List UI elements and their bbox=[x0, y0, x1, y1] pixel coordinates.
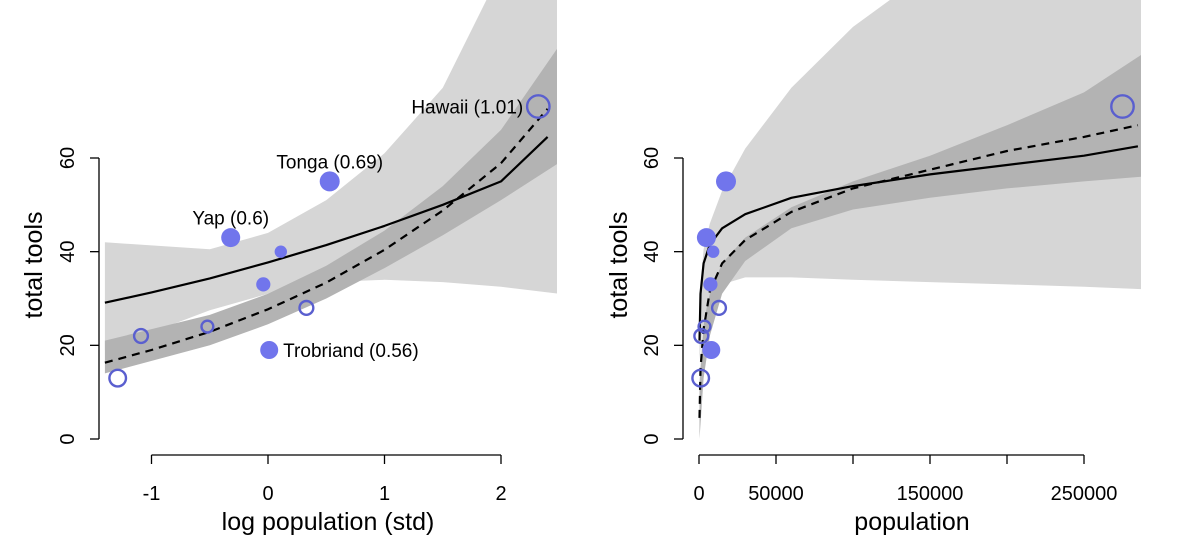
point-label: Tonga (0.69) bbox=[276, 152, 383, 173]
x-tick-label: 250000 bbox=[1051, 483, 1118, 505]
left-panel-log-population: Hawaii (1.01) Tonga (0.69) Yap (0.6) Trobri… bbox=[20, 0, 557, 536]
plot-area-1 bbox=[698, 0, 1141, 439]
trend-line-dashed-0 bbox=[104, 108, 549, 364]
data-point-0-2 bbox=[200, 319, 215, 334]
trend-line-solid-1 bbox=[698, 145, 1139, 341]
data-point-0-8 bbox=[319, 171, 340, 192]
x-tick-label: 0 bbox=[693, 483, 704, 505]
x-tick-label: 1 bbox=[379, 483, 390, 505]
y-tick-label: 20 bbox=[641, 334, 663, 356]
y-tick-label: 40 bbox=[57, 241, 79, 263]
data-point-0-6 bbox=[274, 245, 287, 258]
data-point-0-0 bbox=[108, 368, 128, 388]
trend-line-dashed-1 bbox=[698, 124, 1139, 418]
data-point-1-9 bbox=[1110, 94, 1135, 119]
x-tick-label: 0 bbox=[262, 483, 273, 505]
right-panel-population: 0 50000 150000 250000 0 20 40 60 population total… bbox=[605, 0, 1141, 536]
y-axis-title: total tools bbox=[20, 211, 48, 318]
data-point-0-4 bbox=[256, 277, 271, 292]
data-point-1-5 bbox=[702, 341, 721, 359]
data-point-0-3 bbox=[221, 228, 241, 248]
data-point-1-8 bbox=[716, 171, 736, 192]
x-tick-label: 2 bbox=[495, 483, 506, 505]
plot-area-0 bbox=[104, 0, 557, 374]
y-tick-label: 60 bbox=[57, 147, 79, 169]
point-label: Trobriand (0.56) bbox=[283, 341, 419, 362]
x-tick-label: -1 bbox=[143, 483, 161, 505]
point-label: Yap (0.6) bbox=[192, 209, 269, 230]
y-tick-label: 40 bbox=[641, 241, 663, 263]
band-dark-0 bbox=[104, 48, 557, 374]
data-point-1-2 bbox=[697, 319, 712, 334]
data-point-1-1 bbox=[693, 327, 710, 345]
point-label: Hawaii (1.01) bbox=[411, 97, 523, 118]
data-point-0-5 bbox=[260, 341, 279, 359]
trend-line-solid-0 bbox=[104, 136, 549, 304]
data-point-0-1 bbox=[132, 327, 150, 345]
data-point-1-0 bbox=[691, 368, 711, 388]
band-light-0 bbox=[104, 0, 557, 350]
data-point-0-9 bbox=[525, 94, 551, 119]
data-point-1-3 bbox=[696, 228, 716, 248]
x-axis-title: population bbox=[854, 508, 969, 536]
x-tick-label: 50000 bbox=[748, 483, 804, 505]
y-axis-title: total tools bbox=[605, 211, 633, 318]
data-point-1-7 bbox=[710, 299, 728, 317]
data-point-1-4 bbox=[703, 277, 718, 292]
data-point-1-6 bbox=[707, 245, 720, 258]
y-tick-label: 20 bbox=[57, 334, 79, 356]
y-tick-label: 0 bbox=[641, 433, 663, 444]
y-tick-label: 60 bbox=[641, 147, 663, 169]
band-dark-1 bbox=[699, 55, 1141, 439]
data-point-0-7 bbox=[298, 299, 315, 317]
x-axis-title: log population (std) bbox=[222, 508, 435, 536]
x-tick-label: 150000 bbox=[897, 483, 964, 505]
y-tick-label: 0 bbox=[57, 433, 79, 444]
